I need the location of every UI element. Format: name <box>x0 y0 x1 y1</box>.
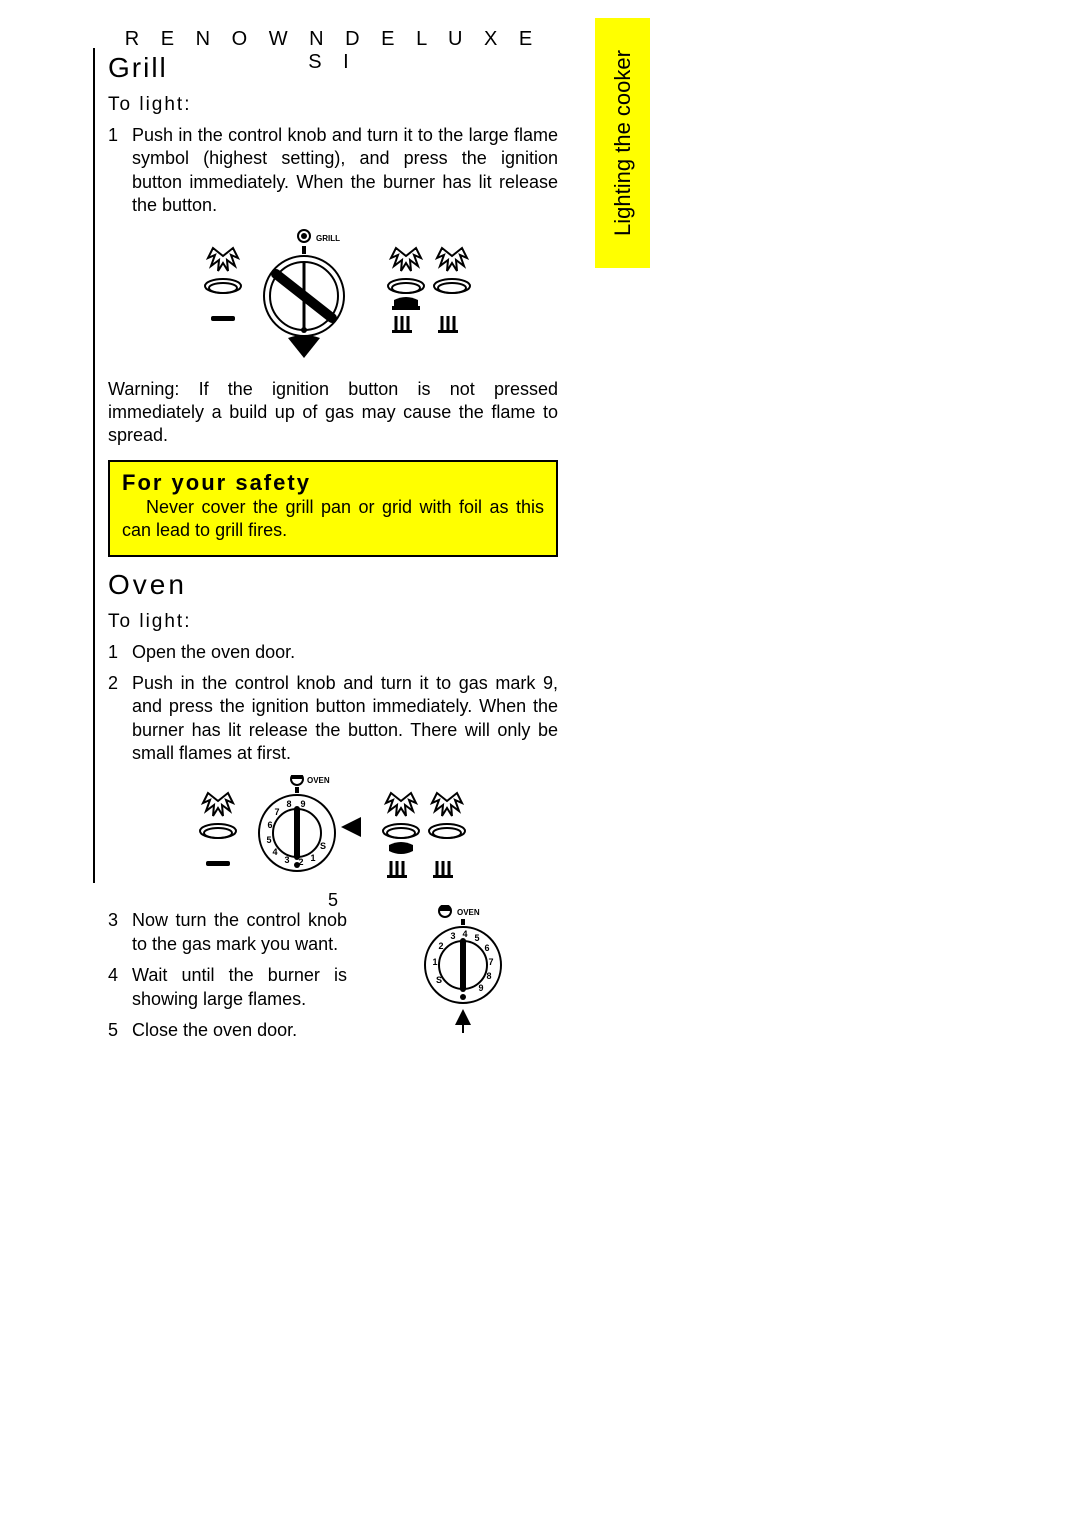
svg-text:6: 6 <box>484 943 489 953</box>
svg-text:4: 4 <box>272 847 277 857</box>
page-number: 5 <box>108 890 558 911</box>
safety-box: For your safety Never cover the grill pa… <box>108 460 558 557</box>
step-text: Push in the control knob and turn it to … <box>132 672 558 766</box>
svg-text:9: 9 <box>300 799 305 809</box>
grill-warning: Warning: If the ignition button is not p… <box>108 378 558 448</box>
svg-text:5: 5 <box>266 835 271 845</box>
svg-text:9: 9 <box>478 983 483 993</box>
svg-text:7: 7 <box>274 807 279 817</box>
oven-step-3: 3 Now turn the control knob to the gas m… <box>108 909 368 956</box>
svg-text:3: 3 <box>284 855 289 865</box>
oven-subtitle: To light: <box>108 611 558 633</box>
svg-text:S: S <box>436 975 442 985</box>
step-number: 1 <box>108 124 132 147</box>
step-text: Push in the control knob and turn it to … <box>132 124 558 218</box>
svg-text:8: 8 <box>286 799 291 809</box>
step-text: Close the oven door. <box>132 1019 347 1042</box>
safety-title: For your safety <box>122 470 544 496</box>
svg-text:4: 4 <box>462 929 467 939</box>
svg-text:5: 5 <box>474 933 479 943</box>
grill-knob-label: GRILL <box>316 234 340 243</box>
svg-text:1: 1 <box>310 853 315 863</box>
step-text: Wait until the burner is showing large f… <box>132 964 347 1011</box>
oven-diagram-1: OVEN 8 9 7 6 5 4 3 2 1 <box>108 775 558 895</box>
step-text: Now turn the control knob to the gas mar… <box>132 909 347 956</box>
oven-step-1: 1 Open the oven door. <box>108 641 558 664</box>
step-number: 2 <box>108 672 132 695</box>
step-number: 3 <box>108 909 132 932</box>
svg-text:6: 6 <box>267 820 272 830</box>
step-text: Open the oven door. <box>132 641 558 664</box>
grill-subtitle: To light: <box>108 94 558 116</box>
grill-step-1: 1 Push in the control knob and turn it t… <box>108 124 558 218</box>
grill-title: Grill <box>108 52 558 84</box>
oven-step-5: 5 Close the oven door. <box>108 1019 368 1042</box>
oven-step-4: 4 Wait until the burner is showing large… <box>108 964 368 1011</box>
oven-diagram-2: OVEN 3 4 5 2 1 6 7 8 <box>368 901 558 1040</box>
svg-text:7: 7 <box>488 957 493 967</box>
step-number: 5 <box>108 1019 132 1042</box>
oven-title: Oven <box>108 569 558 601</box>
svg-text:3: 3 <box>450 931 455 941</box>
side-tab-label: Lighting the cooker <box>610 50 636 236</box>
oven-step-2: 2 Push in the control knob and turn it t… <box>108 672 558 766</box>
side-tab: Lighting the cooker <box>595 18 650 268</box>
step-number: 1 <box>108 641 132 664</box>
svg-text:8: 8 <box>486 971 491 981</box>
vertical-rule <box>93 48 95 883</box>
step-number: 4 <box>108 964 132 987</box>
svg-text:S: S <box>320 841 326 851</box>
oven-knob-label: OVEN <box>307 776 330 785</box>
safety-body: Never cover the grill pan or grid with f… <box>122 496 544 543</box>
svg-text:2: 2 <box>438 941 443 951</box>
svg-text:1: 1 <box>432 957 437 967</box>
grill-diagram: GRILL <box>108 228 558 368</box>
